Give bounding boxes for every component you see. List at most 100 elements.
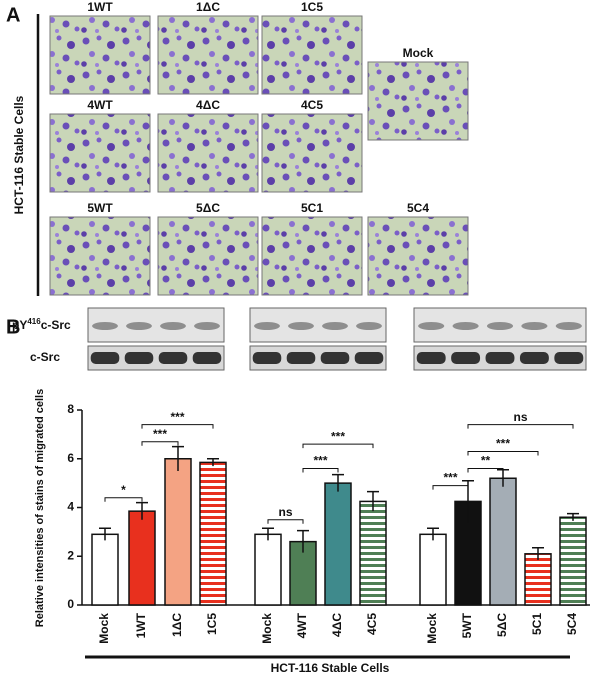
y-tick-label: 4 <box>67 500 74 514</box>
micrograph <box>261 216 363 296</box>
bar <box>128 510 156 606</box>
micrograph <box>157 216 259 296</box>
band <box>322 322 348 330</box>
x-tick-label: Mock <box>425 613 439 644</box>
bar <box>489 477 517 606</box>
band <box>451 352 481 364</box>
band <box>486 322 514 330</box>
bar <box>419 533 447 606</box>
micrograph <box>49 15 151 95</box>
sig-bracket <box>432 485 469 490</box>
band <box>254 322 280 330</box>
band <box>92 322 118 330</box>
image-label: 5ΔC <box>196 201 220 215</box>
band <box>194 322 220 330</box>
micrograph <box>49 216 151 296</box>
x-tick-label: Mock <box>260 613 274 644</box>
error-bar <box>567 512 579 521</box>
bar <box>164 458 192 606</box>
image-label: 4WT <box>87 98 113 112</box>
x-tick-label: 4C5 <box>365 613 379 635</box>
micrograph <box>157 15 259 95</box>
micrograph <box>261 15 363 95</box>
micrograph <box>49 113 151 193</box>
bar <box>199 461 227 606</box>
sig-bracket <box>141 441 179 446</box>
sig-label: *** <box>313 454 327 468</box>
error-bar <box>172 445 184 471</box>
error-bar <box>532 546 544 560</box>
band <box>126 322 152 330</box>
band <box>452 322 479 330</box>
image-label: 4C5 <box>301 98 323 112</box>
y-tick-label: 0 <box>67 597 74 611</box>
x-tick-label: 5ΔC <box>495 613 509 637</box>
bar <box>324 482 352 606</box>
image-label: Mock <box>403 46 434 60</box>
band <box>554 352 584 364</box>
blot-label-part: 416 <box>27 317 41 326</box>
panel-label: A <box>6 4 20 26</box>
image-label: 1ΔC <box>196 0 220 14</box>
panel-label: B <box>6 316 20 338</box>
bar <box>559 516 587 606</box>
sig-label: ns <box>513 410 527 424</box>
sig-label: *** <box>443 471 457 485</box>
micrograph <box>157 113 259 193</box>
x-tick-label: Mock <box>97 613 111 644</box>
band <box>158 352 188 364</box>
band <box>286 352 316 364</box>
side-label: HCT-116 Stable Cells <box>12 95 26 214</box>
band <box>418 322 445 330</box>
band <box>160 322 186 330</box>
band <box>485 352 515 364</box>
band <box>555 322 582 330</box>
blot-label: pY416c-Src <box>12 317 71 333</box>
sig-bracket <box>302 468 339 473</box>
error-bar <box>427 527 439 541</box>
sig-label: * <box>121 483 126 497</box>
sig-label: *** <box>153 427 167 441</box>
bar <box>359 500 387 606</box>
sig-bracket <box>302 443 374 449</box>
band <box>90 352 120 364</box>
image-label: 1C5 <box>301 0 323 14</box>
error-bar <box>367 490 379 512</box>
sig-label: ns <box>278 505 292 519</box>
sig-label: ** <box>481 454 491 468</box>
x-tick-label: 1C5 <box>205 613 219 635</box>
band <box>124 352 154 364</box>
image-label: 1WT <box>87 0 113 14</box>
x-tick-label: 4ΔC <box>330 613 344 637</box>
band <box>252 352 282 364</box>
band <box>416 352 446 364</box>
sig-label: *** <box>170 410 184 424</box>
x-tick-label: 5C1 <box>530 613 544 635</box>
x-tick-label: 4WT <box>295 612 309 638</box>
band <box>356 322 382 330</box>
x-tick-label: 5WT <box>460 612 474 638</box>
y-tick-label: 8 <box>67 402 74 416</box>
image-label: 5WT <box>87 201 113 215</box>
image-label: 5C1 <box>301 201 323 215</box>
error-bar <box>99 527 111 541</box>
blot-label-part: pY <box>12 318 27 332</box>
sig-bracket <box>267 519 304 524</box>
x-tick-label: 5C4 <box>565 613 579 635</box>
x-tick-label: 1WT <box>134 612 148 638</box>
micrograph <box>261 113 363 193</box>
y-axis-label: Relative intensities of stains of migrat… <box>34 389 46 627</box>
bar <box>524 553 552 606</box>
error-bar <box>297 529 309 553</box>
sig-label: *** <box>331 429 345 443</box>
bar <box>91 533 119 606</box>
error-bar <box>262 527 274 541</box>
micrograph <box>367 216 469 296</box>
band <box>519 352 549 364</box>
blot-label-part: c-Src <box>41 318 71 332</box>
image-label: 4ΔC <box>196 98 220 112</box>
y-tick-label: 6 <box>67 451 74 465</box>
error-bar <box>136 501 148 520</box>
error-bar <box>207 458 219 467</box>
